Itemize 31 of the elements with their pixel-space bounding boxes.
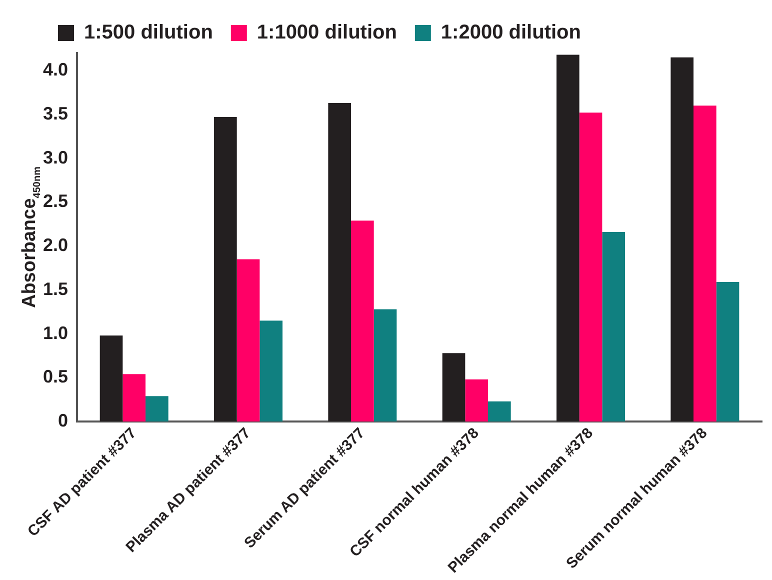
bar (556, 54, 580, 422)
bar (122, 374, 146, 422)
bar (351, 220, 374, 422)
y-tick-label: 2.5 (42, 191, 68, 212)
bar (236, 259, 260, 422)
y-tick-label: 1.0 (42, 322, 68, 343)
y-tick-label: 3.5 (42, 103, 68, 124)
y-tick-label: 0.5 (42, 366, 68, 387)
bar (579, 112, 602, 422)
bar (214, 117, 237, 422)
y-tick-label: 1.5 (42, 278, 68, 299)
y-axis-title: Absorbance450nm (19, 166, 43, 308)
y-tick-label: 0 (58, 410, 68, 431)
bar (716, 282, 740, 422)
bar (694, 106, 716, 422)
legend-label: 1:500 dilution (84, 22, 213, 44)
bar (670, 57, 694, 422)
bar (602, 232, 626, 422)
bar (146, 396, 168, 422)
bar (260, 320, 283, 422)
bar (442, 353, 466, 422)
y-tick-label: 4.0 (42, 60, 68, 80)
bar (465, 379, 488, 422)
bar (374, 309, 397, 422)
legend-label: 1:2000 dilution (440, 22, 581, 44)
bar (328, 103, 352, 422)
y-tick-label: 3.0 (42, 147, 68, 168)
y-tick-label: 2.0 (42, 235, 68, 256)
legend-label: 1:1000 dilution (256, 22, 397, 44)
bar (488, 401, 511, 422)
bar (100, 336, 123, 422)
